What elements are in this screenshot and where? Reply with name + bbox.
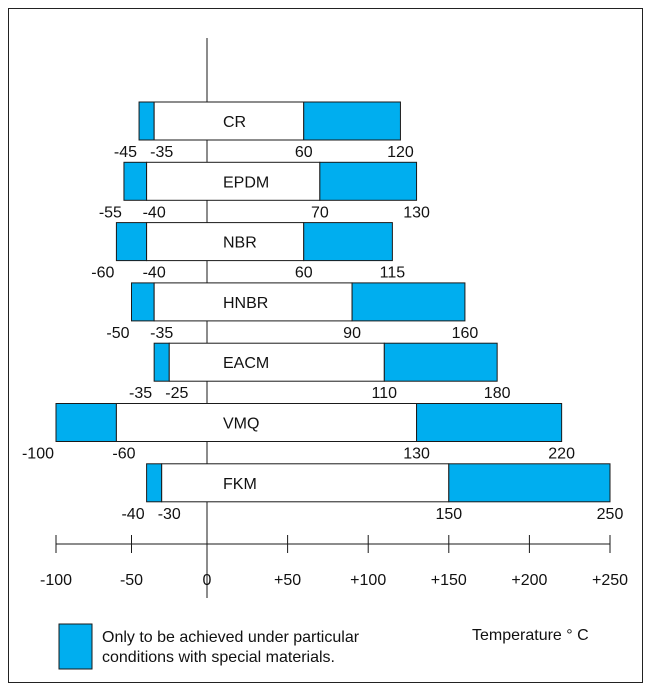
- bar-normal-vmq: [115, 403, 418, 442]
- bar-special-high-nbr: [303, 222, 393, 262]
- bar-special-low-eacm: [153, 342, 170, 382]
- bar-special-low-nbr: [115, 222, 148, 262]
- bar-row-fkm: FKM -40 -30 150 250: [121, 463, 624, 523]
- value-label-cr-3: 120: [387, 144, 414, 161]
- value-label-vmq-3: 220: [548, 446, 575, 463]
- value-label-cr-1: -35: [150, 144, 173, 161]
- value-label-hnbr-3: 160: [452, 325, 479, 342]
- value-label-cr-0: -45: [114, 144, 137, 161]
- bar-special-low-hnbr: [131, 282, 155, 322]
- x-tick-label-3: +50: [274, 572, 301, 589]
- category-label-cr: CR: [223, 114, 246, 131]
- legend-text-line-1: Only to be achieved under particular: [102, 629, 360, 646]
- bar-special-low-vmq: [55, 403, 117, 442]
- value-label-hnbr-1: -35: [150, 325, 173, 342]
- value-label-eacm-3: 180: [484, 385, 511, 402]
- bar-row-vmq: VMQ -100 -60 130 220: [22, 403, 575, 463]
- value-label-eacm-0: -35: [129, 385, 152, 402]
- bar-row-epdm: EPDM -55 -40 70 130: [99, 161, 430, 221]
- legend-swatch: [58, 623, 93, 670]
- legend-text-line-2: conditions with special materials.: [102, 649, 335, 666]
- category-label-vmq: VMQ: [223, 416, 259, 433]
- bar-special-high-hnbr: [351, 282, 466, 322]
- x-tick-label-0: -100: [40, 572, 72, 589]
- x-tick-label-5: +150: [431, 572, 467, 589]
- x-tick-label-6: +200: [511, 572, 547, 589]
- bar-special-high-eacm: [383, 342, 498, 382]
- bar-normal-hnbr: [153, 282, 353, 322]
- bar-row-nbr: NBR -60 -40 60 115: [91, 222, 406, 282]
- value-label-eacm-2: 110: [372, 385, 398, 402]
- category-label-eacm: EACM: [223, 355, 269, 372]
- value-label-fkm-3: 250: [597, 506, 624, 523]
- bar-special-low-epdm: [123, 161, 148, 201]
- bar-special-low-cr: [138, 101, 155, 141]
- value-label-hnbr-0: -50: [106, 325, 129, 342]
- value-label-nbr-0: -60: [91, 265, 114, 282]
- value-label-vmq-2: 130: [403, 446, 430, 463]
- value-label-epdm-3: 130: [403, 204, 430, 221]
- value-label-hnbr-2: 90: [343, 325, 361, 342]
- value-label-nbr-2: 60: [295, 265, 313, 282]
- value-label-eacm-1: -25: [165, 385, 188, 402]
- value-label-epdm-1: -40: [143, 204, 166, 221]
- x-tick-label-1: -50: [120, 572, 143, 589]
- chart-frame: [8, 8, 643, 683]
- value-label-vmq-0: -100: [22, 446, 54, 463]
- bar-row-cr: CR -45 -35 60 120: [114, 101, 414, 161]
- bar-row-hnbr: HNBR -50 -35 90 160: [106, 282, 479, 342]
- value-label-nbr-1: -40: [143, 265, 166, 282]
- x-tick-label-2: 0: [203, 572, 212, 589]
- bar-special-high-vmq: [416, 403, 563, 442]
- x-tick-label-7: +250: [592, 572, 628, 589]
- value-label-fkm-2: 150: [435, 506, 462, 523]
- bar-special-high-fkm: [448, 463, 611, 503]
- value-label-fkm-1: -30: [158, 506, 181, 523]
- value-label-fkm-0: -40: [121, 506, 144, 523]
- category-label-epdm: EPDM: [223, 174, 269, 191]
- bar-special-high-epdm: [319, 161, 418, 201]
- category-label-hnbr: HNBR: [223, 295, 268, 312]
- value-label-nbr-3: 115: [380, 265, 406, 282]
- bar-normal-nbr: [146, 222, 305, 262]
- bars-group: CR -45 -35 60 120 EPDM -55 -40 70 130 NBR -60 -40 60 1…: [22, 38, 623, 598]
- category-label-fkm: FKM: [223, 476, 257, 493]
- bar-special-high-cr: [303, 101, 401, 141]
- bar-normal-eacm: [168, 342, 385, 382]
- value-label-vmq-1: -60: [112, 446, 135, 463]
- x-axis-label: Temperature ° C: [472, 627, 589, 644]
- legend: Only to be achieved under particular con…: [58, 623, 589, 670]
- bar-normal-cr: [153, 101, 305, 141]
- x-axis: -100 -50 0 +50 +100 +150 +200 +250: [40, 535, 628, 589]
- value-label-cr-2: 60: [295, 144, 313, 161]
- x-tick-label-4: +100: [350, 572, 386, 589]
- value-label-epdm-2: 70: [311, 204, 329, 221]
- category-label-nbr: NBR: [223, 235, 257, 252]
- bar-special-low-fkm: [146, 463, 163, 503]
- bar-row-eacm: EACM -35 -25 110 180: [129, 342, 511, 402]
- bar-normal-fkm: [161, 463, 450, 503]
- value-label-epdm-0: -55: [99, 204, 122, 221]
